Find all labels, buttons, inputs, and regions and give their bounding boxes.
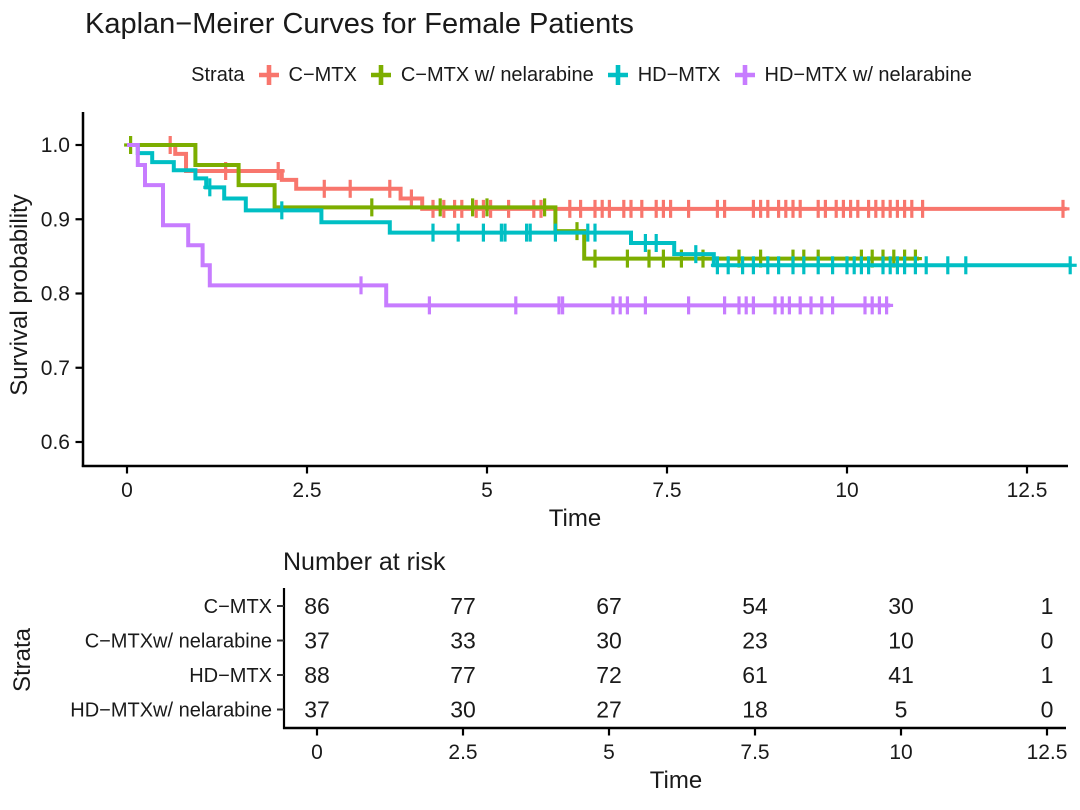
risk-count: 77 [450, 662, 476, 688]
risk-row-label: HD−MTX [189, 665, 272, 687]
x-tick-label: 2.5 [292, 479, 321, 502]
y-tick-label: 0.9 [41, 208, 70, 231]
risk-table-row-hd-mtxw-nelarabine: HD−MTXw/ nelarabine 37 30 27 18 5 0 [70, 697, 1053, 723]
plot-axes: 1.0 0.9 0.8 0.7 0.6 0 2.5 5 7.5 10 12.5 [41, 112, 1068, 502]
y-tick-label: 0.7 [41, 357, 70, 380]
censor-marks-c-mtx-w-nelarabine [124, 136, 922, 268]
x-tick-label: 5 [481, 479, 493, 502]
km-curve-hd-mtx [127, 143, 1071, 268]
y-tick-label: 0.6 [41, 431, 70, 454]
risk-table-row-c-mtx: C−MTX 86 77 67 54 30 1 [204, 593, 1054, 619]
risk-count: 30 [450, 697, 476, 723]
y-tick-label: 0.8 [41, 283, 70, 306]
legend-item-label: C−MTX w/ nelarabine [400, 63, 594, 86]
legend-item-hd-mtx-w-nelarabine: HD−MTX w/ nelarabine [732, 62, 972, 88]
risk-count: 37 [304, 628, 330, 654]
legend-item-label: C−MTX [288, 63, 357, 86]
risk-count: 54 [742, 593, 768, 619]
risk-count: 88 [304, 662, 330, 688]
risk-count: 67 [596, 593, 622, 619]
plus-censor-icon [734, 65, 755, 85]
risk-table-rows: C−MTX 86 77 67 54 30 1 C−MTXw/ nelarabine 37 33 30… [70, 593, 1053, 723]
legend-item-label: HD−MTX [637, 63, 721, 86]
legend-items: C−MTX C−MTX w/ nelarabine HD−MTX HD−MTX w/ … [256, 62, 972, 88]
risk-y-axis-title: Strata [9, 627, 36, 692]
km-curve-c-mtx [127, 143, 1067, 211]
risk-count: 0 [1041, 697, 1054, 723]
plus-censor-icon [258, 65, 279, 85]
risk-count: 33 [450, 628, 476, 654]
plot-series [124, 136, 1077, 315]
plus-censor-icon [370, 65, 391, 85]
risk-x-tick-label: 2.5 [448, 741, 477, 764]
risk-count: 30 [596, 628, 622, 654]
survival-plot-canvas: 1.0 0.9 0.8 0.7 0.6 0 2.5 5 7.5 10 12.5 Survival p… [6, 112, 1077, 530]
y-axis-title: Survival probability [6, 194, 33, 395]
chart-title: Kaplan−Meirer Curves for Female Patients [85, 8, 634, 40]
risk-table-row-hd-mtx: HD−MTX 88 77 72 61 41 1 [189, 662, 1053, 688]
risk-count: 27 [596, 697, 622, 723]
legend: Strata C−MTX C−MTX w/ nelarabine HD−MTX HD−… [83, 62, 1080, 88]
risk-x-tick-label: 12.5 [1027, 741, 1068, 764]
x-tick-label: 12.5 [1007, 479, 1048, 502]
risk-count: 1 [1041, 593, 1054, 619]
risk-count: 86 [304, 593, 330, 619]
legend-item-c-mtx-w-nelarabine: C−MTX w/ nelarabine [368, 62, 594, 88]
risk-count: 23 [742, 628, 768, 654]
x-tick-label: 10 [835, 479, 858, 502]
risk-x-tick-label: 5 [603, 741, 615, 764]
legend-item-label: HD−MTX w/ nelarabine [764, 63, 972, 86]
risk-table-canvas: 0 2.5 5 7.5 10 12.5 C−MTX 86 77 67 54 30 1C−MTXw/ n… [9, 548, 1068, 794]
risk-count: 18 [742, 697, 768, 723]
km-curve-hd-mtx-w-nelarabine [127, 143, 891, 308]
legend-title: Strata [191, 63, 245, 86]
risk-row-label: C−MTXw/ nelarabine [85, 631, 272, 653]
risk-table-row-c-mtxw-nelarabine: C−MTXw/ nelarabine 37 33 30 23 10 0 [85, 628, 1054, 654]
x-tick-label: 0 [121, 479, 133, 502]
legend-item-c-mtx: C−MTX [256, 62, 357, 88]
y-tick-label: 1.0 [41, 134, 70, 157]
legend-item-hd-mtx: HD−MTX [605, 62, 721, 88]
risk-count: 1 [1041, 662, 1054, 688]
risk-count: 0 [1041, 628, 1054, 654]
risk-row-label: HD−MTXw/ nelarabine [70, 700, 272, 722]
risk-x-tick-label: 10 [889, 741, 912, 764]
censor-marks-hd-mtx-w-nelarabine [354, 276, 894, 315]
risk-count: 61 [742, 662, 768, 688]
risk-count: 41 [888, 662, 914, 688]
risk-count: 37 [304, 697, 330, 723]
risk-count: 77 [450, 593, 476, 619]
risk-count: 5 [895, 697, 908, 723]
risk-table-title: Number at risk [283, 548, 446, 576]
censor-marks-hd-mtx [203, 178, 1077, 275]
risk-x-tick-label: 7.5 [740, 741, 769, 764]
km-curve-c-mtx-w-nelarabine [127, 143, 919, 261]
risk-count: 30 [888, 593, 914, 619]
risk-row-label: C−MTX [204, 596, 272, 618]
x-axis-title: Time [549, 505, 601, 530]
risk-x-axis-title: Time [650, 767, 702, 794]
risk-count: 72 [596, 662, 622, 688]
x-tick-label: 7.5 [652, 479, 681, 502]
risk-count: 10 [888, 628, 914, 654]
plus-censor-icon [607, 65, 628, 85]
risk-table-axes: 0 2.5 5 7.5 10 12.5 [282, 588, 1068, 764]
risk-x-tick-label: 0 [311, 741, 323, 764]
